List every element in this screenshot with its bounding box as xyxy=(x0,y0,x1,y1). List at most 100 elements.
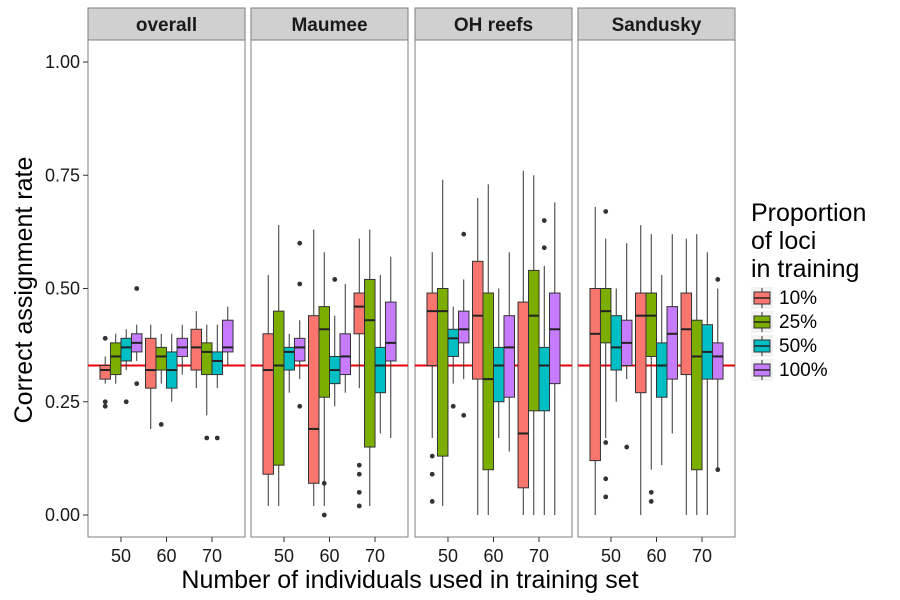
facet-strip-label: Maumee xyxy=(291,15,367,36)
outlier-point xyxy=(603,476,609,482)
outlier-point xyxy=(648,489,654,495)
box-body xyxy=(120,337,132,362)
box-body xyxy=(293,337,306,362)
box xyxy=(528,175,540,515)
outlier-point xyxy=(450,403,456,409)
legend-entry-label: 100% xyxy=(779,360,828,381)
box-body xyxy=(272,310,285,466)
box xyxy=(176,324,188,375)
box-body xyxy=(436,288,449,457)
box-body xyxy=(549,292,561,385)
box xyxy=(589,206,601,515)
box xyxy=(374,274,387,434)
box-body xyxy=(374,346,387,394)
facet-strip-label: OH reefs xyxy=(454,15,533,36)
y-axis: 0.00 0.25 0.50 0.75 1.00 xyxy=(45,52,88,525)
box xyxy=(222,306,234,366)
outlier-point xyxy=(134,286,140,291)
facet-panel: Sandusky 50 60 70 xyxy=(577,7,736,566)
outlier-point xyxy=(603,494,609,500)
box xyxy=(211,324,224,441)
outlier-point xyxy=(429,453,435,459)
y-tick-label: 1.00 xyxy=(45,52,80,72)
box xyxy=(503,252,515,452)
facet-panel: OH reefs 50 60 70 xyxy=(414,7,573,566)
box-body xyxy=(190,328,203,371)
box xyxy=(130,286,143,387)
legend-key xyxy=(751,287,773,309)
box xyxy=(620,243,633,450)
outlier-point xyxy=(297,403,303,409)
outlier-point xyxy=(321,512,327,518)
legend-title-line: of loci xyxy=(751,227,816,255)
box xyxy=(538,218,551,515)
box-body xyxy=(589,288,601,462)
facet-panel: Maumee 50 60 70 xyxy=(250,7,409,566)
box xyxy=(329,277,341,407)
panel-background xyxy=(87,39,246,538)
box xyxy=(99,335,111,409)
box xyxy=(308,229,320,506)
box xyxy=(318,252,330,518)
box-body xyxy=(211,351,224,376)
box-body xyxy=(645,292,657,357)
box xyxy=(385,256,397,438)
outlier-point xyxy=(158,422,164,427)
box xyxy=(635,225,647,515)
box-body xyxy=(222,319,234,353)
box-body xyxy=(712,342,724,380)
y-tick-label: 0.25 xyxy=(45,392,80,412)
outlier-point xyxy=(603,440,609,445)
x-axis-title: Number of individuals used in training s… xyxy=(181,566,638,594)
outlier-point xyxy=(332,277,338,282)
box-body xyxy=(666,306,678,380)
y-tick-label: 0.00 xyxy=(45,505,80,525)
legend-key xyxy=(751,311,773,333)
box xyxy=(166,333,178,402)
x-tick-label: 50 xyxy=(601,546,621,566)
y-axis-title: Correct assignment rate xyxy=(10,157,38,424)
box-body xyxy=(503,315,515,398)
box-body xyxy=(482,292,494,471)
legend-title-line: in training xyxy=(751,255,859,283)
box-body xyxy=(364,278,376,448)
x-tick-label: 50 xyxy=(438,546,458,566)
outlier-point xyxy=(541,245,547,251)
box-body xyxy=(262,333,274,475)
box-body xyxy=(339,333,351,376)
outlier-point xyxy=(715,467,721,473)
box xyxy=(155,333,167,427)
legend-entry-label: 25% xyxy=(779,312,817,333)
box-body xyxy=(691,319,703,471)
box-body xyxy=(447,328,459,357)
box-body xyxy=(457,310,470,344)
x-tick-label: 50 xyxy=(274,546,294,566)
legend-entry-label: 50% xyxy=(779,336,817,357)
box-body xyxy=(308,315,320,484)
facet-strip-label: Sandusky xyxy=(612,15,702,36)
box xyxy=(293,240,306,409)
legend-entry-label: 10% xyxy=(779,288,817,309)
outlier-point xyxy=(214,435,220,441)
box-body xyxy=(599,288,612,344)
facet-strip xyxy=(577,7,736,41)
outlier-point xyxy=(356,503,362,509)
box xyxy=(680,238,693,515)
legend-key xyxy=(751,335,773,357)
outlier-point xyxy=(134,381,140,387)
box xyxy=(656,274,668,466)
outlier-point xyxy=(429,499,435,504)
box-body xyxy=(472,260,484,380)
box-body xyxy=(155,346,167,371)
box-body xyxy=(201,342,213,376)
legend-key xyxy=(751,359,773,381)
outlier-point xyxy=(356,489,362,495)
box xyxy=(272,225,285,506)
box xyxy=(701,252,714,515)
x-tick-label: 60 xyxy=(483,546,503,566)
y-tick-label: 0.75 xyxy=(45,165,80,185)
box-body xyxy=(109,342,122,376)
